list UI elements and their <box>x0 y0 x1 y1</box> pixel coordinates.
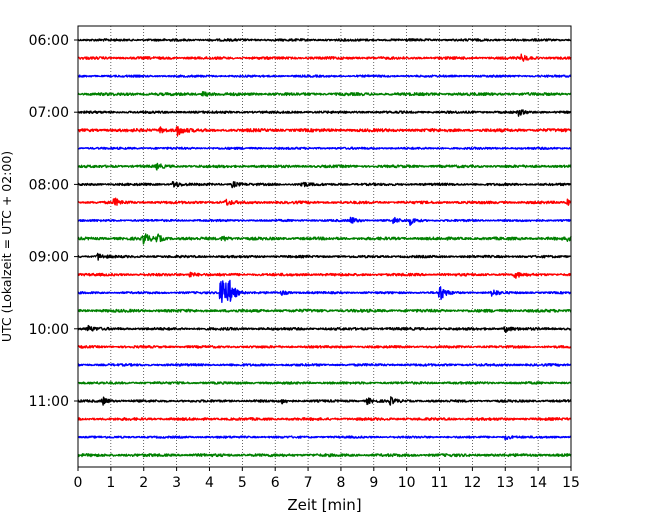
x-tick-label: 5 <box>238 475 247 491</box>
trace-line <box>77 396 572 406</box>
x-tick-label: 12 <box>463 475 481 491</box>
y-axis-label: UTC (Lokalzeit = UTC + 02:00) <box>0 151 14 342</box>
x-tick-label: 8 <box>336 475 345 491</box>
y-tick-label: 11:00 <box>29 394 69 410</box>
trace-line <box>77 279 572 304</box>
y-tick-label: 08:00 <box>29 177 69 193</box>
trace-line <box>77 381 572 385</box>
x-axis: 0 1 2 3 4 5 6 7 8 9 10 11 12 13 14 15 <box>74 467 580 491</box>
x-tick-label: 9 <box>369 475 378 491</box>
x-tick-label: 15 <box>562 475 580 491</box>
trace-line <box>77 125 572 137</box>
plot-frame <box>77 25 572 468</box>
trace-line <box>77 324 572 333</box>
trace-line <box>77 146 572 151</box>
y-tick-label: 09:00 <box>29 250 69 266</box>
trace-line <box>77 363 572 367</box>
trace-line <box>77 344 572 349</box>
trace-line <box>77 453 572 458</box>
y-tick-label: 10:00 <box>29 322 69 338</box>
y-tick-label: 06:00 <box>29 33 69 49</box>
trace-line <box>77 109 572 117</box>
trace-lines <box>77 38 572 458</box>
x-tick-label: 13 <box>496 475 514 491</box>
trace-line <box>77 197 572 206</box>
trace-line <box>77 216 572 227</box>
trace-line <box>77 435 572 441</box>
x-tick-label: 6 <box>271 475 280 491</box>
trace-line <box>77 308 572 313</box>
trace-line <box>77 91 572 97</box>
trace-line <box>77 271 572 279</box>
x-tick-label: 0 <box>74 475 83 491</box>
x-tick-label: 7 <box>304 475 313 491</box>
trace-line <box>77 74 572 78</box>
y-axis: 06:00 07:00 08:00 09:00 10:00 11:00 <box>29 33 78 410</box>
x-tick-label: 10 <box>398 475 416 491</box>
x-axis-label: Zeit [min] <box>287 496 361 514</box>
x-tick-label: 2 <box>139 475 148 491</box>
x-tick-label: 1 <box>106 475 115 491</box>
trace-line <box>77 162 572 171</box>
trace-line <box>77 233 572 245</box>
x-tick-label: 14 <box>529 475 547 491</box>
trace-line <box>77 252 572 261</box>
trace-line <box>77 53 572 62</box>
trace-line <box>77 417 572 422</box>
x-tick-label: 4 <box>205 475 214 491</box>
trace-line <box>77 181 572 189</box>
y-tick-label: 07:00 <box>29 105 69 121</box>
x-tick-label: 3 <box>172 475 181 491</box>
x-tick-label: 11 <box>431 475 449 491</box>
trace-line <box>77 38 572 42</box>
